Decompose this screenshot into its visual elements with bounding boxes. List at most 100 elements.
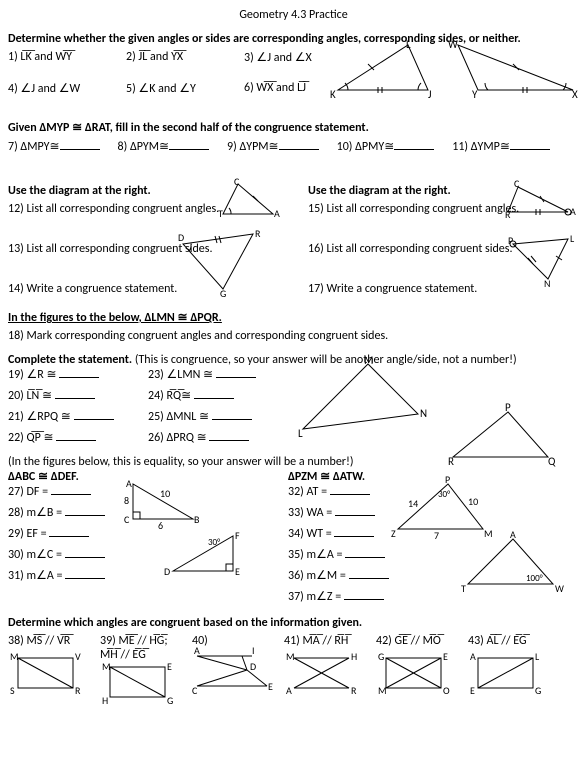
fig-pzm: P Z M 14 10 7 30° [388,479,498,539]
q5: 5) ∠K and ∠Y [126,81,226,96]
svg-text:L: L [570,232,575,245]
q7-blank[interactable] [60,139,100,150]
page-title: Geometry 4.3 Practice [8,8,579,22]
svg-text:M: M [10,650,19,663]
q21-blank[interactable] [74,409,114,420]
q31-blank[interactable] [65,568,105,579]
svg-text:A: A [286,684,292,697]
svg-text:T: T [461,582,466,595]
svg-text:R: R [448,455,454,468]
q9: 9) ΔYPM≅ [227,139,319,154]
fig-40: A I D C E [192,648,277,703]
q11: 11) ΔYMP≅ [452,139,550,154]
s3-fig-car: C A R [508,182,578,217]
svg-text:T: T [218,207,223,220]
q34-blank[interactable] [334,526,374,537]
svg-text:J: J [428,88,432,101]
svg-text:30°: 30° [438,489,450,500]
svg-text:P: P [505,401,511,414]
svg-text:H: H [102,694,108,707]
svg-text:R: R [75,684,81,697]
fig-def: D E F 30° [158,531,248,581]
svg-text:B: B [194,513,200,526]
svg-text:N: N [420,407,427,420]
svg-text:L: L [535,650,540,663]
svg-text:N: N [544,277,550,290]
s4-h1: ΔABC ≅ ΔDEF. [8,470,79,484]
q10-blank[interactable] [394,139,434,150]
svg-text:R: R [351,684,357,697]
fig-abc: A B C 8 10 6 [118,479,208,529]
q29-blank[interactable] [49,526,89,537]
svg-text:M: M [378,684,387,697]
q22-blank[interactable] [56,430,96,441]
q19-blank[interactable] [59,367,99,378]
q27-blank[interactable] [51,484,91,495]
q43: 43) A̅L̅ // E̅G̅ [468,634,560,648]
q25-blank[interactable] [212,409,252,420]
s3-fig-drg: D R G [178,229,268,299]
svg-text:L: L [298,427,303,440]
q3: 3) ∠J and ∠X [244,50,334,65]
q23-blank[interactable] [216,367,256,378]
svg-text:G: G [167,694,173,707]
svg-text:C: C [234,175,240,188]
q26: 26) ΔPRQ ≅ [148,430,270,445]
svg-text:10: 10 [160,487,170,500]
s1-figure: L K J W Y X [328,40,578,100]
fig-41: M H A R [284,648,364,698]
q36-blank[interactable] [349,568,389,579]
svg-text:W: W [448,38,458,51]
svg-text:7: 7 [434,529,439,542]
q20: 20) L̅N̅ ≅ [8,388,130,403]
q10: 10) ΔPMY≅ [337,139,435,154]
q30-blank[interactable] [65,547,105,558]
q18: 18) Mark corresponding congruent angles … [8,329,579,343]
svg-text:F: F [235,529,240,542]
svg-text:V: V [75,650,81,663]
fig-atw: A T W 100° [458,534,568,594]
svg-text:K: K [330,88,336,101]
svg-text:G: G [220,287,226,300]
svg-text:E: E [470,684,475,697]
svg-text:100°: 100° [526,573,543,584]
q11-blank[interactable] [510,139,550,150]
fig-42: G E M O [376,648,456,698]
q22: 22) Q̅P̅ ≅ [8,430,130,445]
svg-text:R: R [505,208,511,221]
q35-blank[interactable] [345,547,385,558]
q20-blank[interactable] [55,388,95,399]
q40: 40) [192,634,284,648]
q37-blank[interactable] [344,589,384,600]
fig-38: M V S R [8,648,88,698]
q24-blank[interactable] [194,388,234,399]
q9-blank[interactable] [279,139,319,150]
q4: 4) ∠J and ∠W [8,81,108,96]
svg-text:E: E [443,650,448,663]
q33-blank[interactable] [335,505,375,516]
svg-text:C: C [514,177,520,190]
q28-blank[interactable] [65,505,105,516]
q25: 25) ΔMNL ≅ [148,409,270,424]
svg-text:A: A [194,644,200,657]
svg-text:8: 8 [124,494,129,507]
q26-blank[interactable] [209,430,249,441]
s4-chead: Complete the statement. [8,353,132,367]
svg-text:W: W [555,582,564,595]
svg-text:E: E [167,660,172,673]
q38: 38) M̅S̅ // V̅R̅ [8,634,100,648]
q7: 7) ΔMPY≅ [8,139,100,154]
q23: 23) ∠LMN ≅ [148,367,270,382]
svg-text:Z: Z [391,527,396,540]
s4-head1: In the figures to the below, ΔLMN ≅ ΔPQR… [8,310,579,325]
q41: 41) M̅A̅ // R̅H̅ [284,634,376,648]
svg-text:R: R [255,227,261,240]
q8-blank[interactable] [169,139,209,150]
svg-text:D: D [178,231,184,244]
q32-blank[interactable] [330,484,370,495]
q6: 6) W̅X̅ and L̅J̅ [244,81,334,95]
s3-fig-cat: C A T [218,179,283,219]
svg-text:S: S [10,684,15,697]
svg-text:L: L [406,38,411,51]
q1: 1) L̅K̅ and W̅Y̅ [8,50,108,64]
